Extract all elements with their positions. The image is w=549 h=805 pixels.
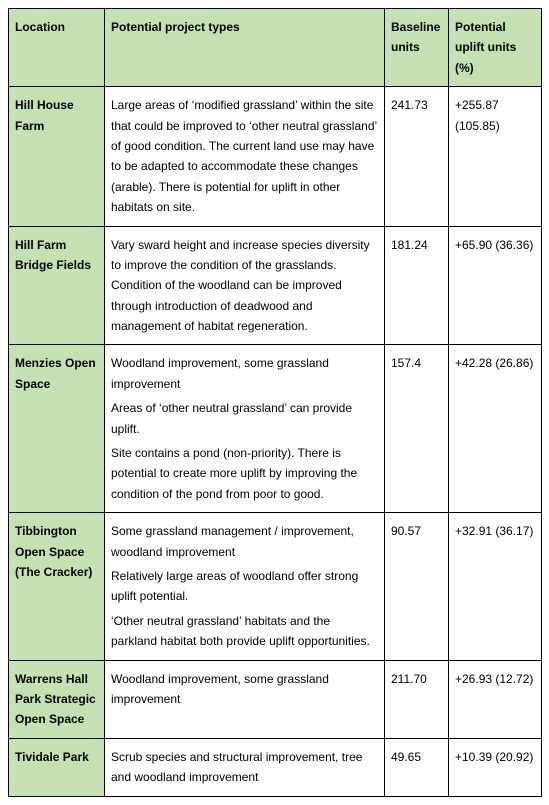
project-type-paragraph: Woodland improvement, some grassland imp… xyxy=(111,669,378,710)
col-header-project-types: Potential project types xyxy=(105,9,385,87)
cell-baseline-units: 241.73 xyxy=(385,87,449,226)
col-header-location: Location xyxy=(9,9,105,87)
cell-location: Hill Farm Bridge Fields xyxy=(9,226,105,345)
cell-baseline-units: 49.65 xyxy=(385,738,449,796)
uplift-table: Location Potential project types Baselin… xyxy=(8,8,542,797)
cell-uplift: +10.39 (20.92) xyxy=(449,738,542,796)
table-row: Tividale ParkScrub species and structura… xyxy=(9,738,542,796)
cell-location: Menzies Open Space xyxy=(9,345,105,513)
cell-baseline-units: 181.24 xyxy=(385,226,449,345)
table-row: Hill House FarmLarge areas of ‘modified … xyxy=(9,87,542,226)
project-type-paragraph: Woodland improvement, some grassland imp… xyxy=(111,353,378,394)
table-row: Warrens Hall Park Strategic Open SpaceWo… xyxy=(9,660,542,738)
col-header-baseline: Baseline units xyxy=(385,9,449,87)
project-type-paragraph: Large areas of ‘modified grassland’ with… xyxy=(111,95,378,217)
cell-project-types: Woodland improvement, some grassland imp… xyxy=(105,660,385,738)
project-type-paragraph: Vary sward height and increase species d… xyxy=(111,235,378,337)
cell-project-types: Large areas of ‘modified grassland’ with… xyxy=(105,87,385,226)
project-type-paragraph: Relatively large areas of woodland offer… xyxy=(111,566,378,607)
cell-uplift: +26.93 (12.72) xyxy=(449,660,542,738)
cell-uplift: +255.87 (105.85) xyxy=(449,87,542,226)
cell-location: Hill House Farm xyxy=(9,87,105,226)
project-type-paragraph: Areas of ‘other neutral grassland’ can p… xyxy=(111,398,378,439)
cell-baseline-units: 211.70 xyxy=(385,660,449,738)
cell-uplift: +42.28 (26.86) xyxy=(449,345,542,513)
project-type-paragraph: Some grassland management / improvement,… xyxy=(111,521,378,562)
project-type-paragraph: Scrub species and structural improvement… xyxy=(111,747,378,788)
cell-project-types: Scrub species and structural improvement… xyxy=(105,738,385,796)
cell-project-types: Woodland improvement, some grassland imp… xyxy=(105,345,385,513)
table-body: Hill House FarmLarge areas of ‘modified … xyxy=(9,87,542,796)
cell-location: Warrens Hall Park Strategic Open Space xyxy=(9,660,105,738)
cell-project-types: Vary sward height and increase species d… xyxy=(105,226,385,345)
cell-baseline-units: 157.4 xyxy=(385,345,449,513)
project-type-paragraph: ‘Other neutral grassland’ habitats and t… xyxy=(111,611,378,652)
table-header-row: Location Potential project types Baselin… xyxy=(9,9,542,87)
table-row: Hill Farm Bridge FieldsVary sward height… xyxy=(9,226,542,345)
col-header-uplift: Potential uplift units (%) xyxy=(449,9,542,87)
project-type-paragraph: Site contains a pond (non-priority). The… xyxy=(111,443,378,504)
table-row: Menzies Open SpaceWoodland improvement, … xyxy=(9,345,542,513)
cell-location: Tividale Park xyxy=(9,738,105,796)
cell-uplift: +65.90 (36.36) xyxy=(449,226,542,345)
